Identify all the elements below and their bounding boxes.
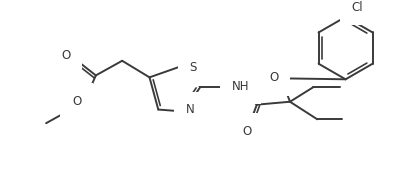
Text: NH: NH xyxy=(231,80,249,93)
Text: N: N xyxy=(186,103,194,116)
Text: O: O xyxy=(243,125,252,138)
Text: O: O xyxy=(61,49,70,62)
Text: O: O xyxy=(269,71,278,84)
Text: O: O xyxy=(72,95,81,108)
Text: S: S xyxy=(189,61,197,74)
Text: Cl: Cl xyxy=(352,1,363,14)
